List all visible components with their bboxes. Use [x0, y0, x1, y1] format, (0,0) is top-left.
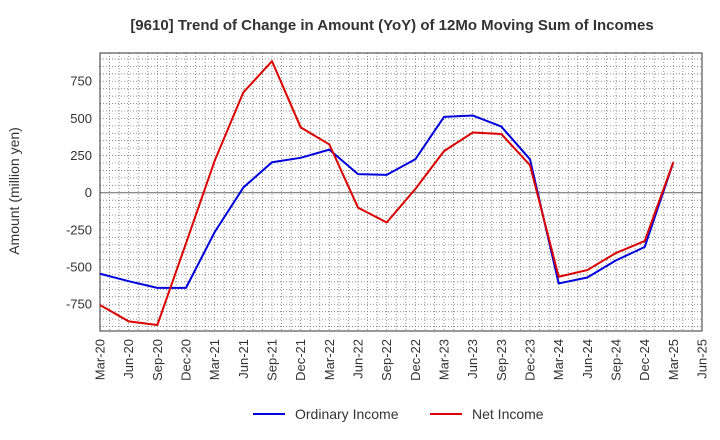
x-tick-label: Jun-23: [465, 339, 480, 379]
y-tick-label: -750: [66, 297, 92, 312]
x-tick-label: Dec-21: [293, 339, 308, 381]
y-axis-label: Amount (million yen): [6, 127, 22, 255]
plot-background: [100, 53, 702, 331]
legend-label-0: Ordinary Income: [295, 406, 399, 422]
plot-area: 750 500 250 0 -250 -500 -750 Mar-20 Jun-20 Sep-20…: [66, 52, 710, 381]
series-line-0: [99, 114, 675, 289]
x-tick-label: Sep-23: [494, 339, 509, 381]
y-tick-label: 250: [70, 148, 92, 163]
plot-border: [99, 52, 703, 332]
x-tick-label: Sep-21: [265, 339, 280, 381]
chart-title: [9610] Trend of Change in Amount (YoY) o…: [130, 17, 653, 34]
x-tick-label: Mar-25: [666, 339, 681, 380]
y-tick-label: 0: [85, 185, 92, 200]
x-tick-label: Sep-22: [379, 339, 394, 381]
x-tick-label: Dec-24: [637, 339, 652, 381]
x-tick-label: Jun-20: [121, 339, 136, 379]
x-tick-label: Jun-25: [695, 339, 710, 379]
legend: Ordinary Income Net Income: [253, 406, 544, 422]
x-tick-label: Dec-23: [523, 339, 538, 381]
y-tick-label: -250: [66, 222, 92, 237]
y-tick-label: 500: [70, 111, 92, 126]
x-tick-label: Jun-22: [351, 339, 366, 379]
x-tick-label: Jun-21: [236, 339, 251, 379]
x-tick-label: Mar-21: [207, 339, 222, 380]
x-tick-label: Sep-24: [609, 339, 624, 381]
x-tick-label: Dec-20: [179, 339, 194, 381]
x-tick-label: Dec-22: [408, 339, 423, 381]
y-tick-label: -500: [66, 260, 92, 275]
x-tick-label: Mar-24: [551, 339, 566, 380]
y-tick-label: 750: [70, 74, 92, 89]
legend-label-1: Net Income: [472, 406, 544, 422]
series-line-1: [99, 60, 675, 327]
x-tick-label: Mar-22: [322, 339, 337, 380]
x-tick-label: Jun-24: [580, 339, 595, 379]
x-tick-label: Mar-20: [93, 339, 108, 380]
x-tick-label: Mar-23: [437, 339, 452, 380]
x-tick-label: Sep-20: [150, 339, 165, 381]
